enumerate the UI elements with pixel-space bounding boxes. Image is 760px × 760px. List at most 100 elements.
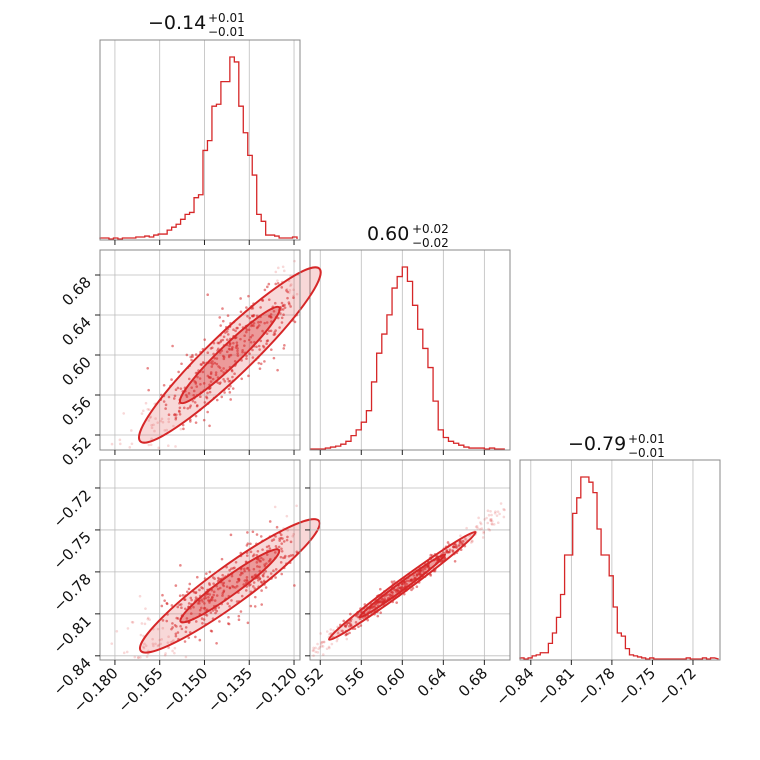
scatter-point (251, 334, 254, 337)
scatter-point (193, 401, 197, 404)
tick-label-col1-3: −0.135 (204, 664, 256, 716)
scatter-point (202, 607, 206, 610)
scatter-point (184, 655, 188, 659)
scatter-point (457, 544, 460, 548)
scatter-point (222, 355, 226, 359)
scatter-point (243, 344, 246, 347)
scatter-point (230, 348, 234, 351)
scatter-point (230, 599, 233, 602)
scatter-point (269, 572, 273, 575)
scatter-point (262, 345, 266, 349)
scatter-point (286, 296, 289, 300)
scatter-point (218, 316, 222, 319)
scatter-point (357, 625, 360, 629)
scatter-point (476, 526, 479, 530)
title-diag-1-minus: −0.01 (208, 25, 245, 39)
scatter-point (328, 632, 331, 636)
scatter-point (241, 348, 244, 352)
scatter-point (272, 309, 276, 313)
scatter-point (207, 595, 210, 599)
scatter-point (489, 519, 492, 522)
scatter-point (223, 391, 226, 394)
scatter-point (253, 574, 257, 577)
tick-label-row3-3: −0.75 (50, 528, 95, 573)
scatter-point (220, 557, 224, 561)
scatter-point (255, 561, 259, 564)
scatter-point (321, 645, 325, 648)
scatter-point (274, 568, 278, 571)
scatter-point (379, 587, 382, 591)
scatter-point (487, 513, 491, 517)
scatter-point (359, 624, 363, 627)
scatter-point (454, 545, 458, 548)
scatter-point (253, 587, 257, 590)
scatter-point (194, 421, 198, 424)
scatter-point (243, 569, 246, 573)
scatter-point (208, 582, 211, 585)
scatter-point (235, 326, 238, 330)
scatter-point (317, 647, 320, 651)
scatter-point (421, 568, 425, 572)
scatter-point (150, 423, 153, 427)
scatter-point (249, 550, 253, 554)
scatter-point (486, 509, 490, 513)
scatter-point (179, 387, 183, 390)
scatter-point (236, 349, 239, 353)
scatter-point (464, 538, 468, 541)
scatter-point (274, 576, 277, 579)
title-diag-1-plus: +0.01 (208, 11, 245, 25)
scatter-point (227, 387, 231, 391)
scatter-point (176, 631, 180, 634)
scatter-point (335, 639, 339, 643)
scatter-point (167, 413, 171, 417)
scatter-point (234, 329, 237, 333)
title-diag-1-value: −0.14 (148, 12, 206, 34)
scatter-point (263, 564, 267, 568)
scatter-point (225, 350, 229, 354)
scatter-point (465, 526, 468, 530)
scatter-point (282, 313, 285, 316)
scatter-point (110, 642, 114, 645)
scatter-point (490, 522, 494, 526)
panel-row2-col1 (99, 249, 322, 451)
scatter-point (292, 532, 295, 536)
scatter-point (276, 368, 279, 372)
scatter-point (490, 520, 494, 523)
scatter-point (184, 393, 188, 397)
scatter-point (196, 375, 199, 379)
scatter-point (312, 646, 315, 650)
scatter-point (122, 651, 126, 655)
scatter-point (263, 360, 266, 363)
scatter-point (469, 541, 473, 544)
scatter-point (184, 607, 187, 611)
hist-diag-1 (99, 56, 298, 240)
scatter-point (237, 614, 241, 618)
scatter-point (201, 361, 205, 364)
scatter-point (209, 371, 213, 374)
scatter-point (283, 306, 287, 309)
scatter-point (251, 348, 254, 352)
scatter-point (245, 328, 249, 332)
scatter-point (245, 357, 248, 360)
scatter-point (174, 634, 178, 638)
scatter-point (192, 393, 196, 397)
scatter-point (150, 426, 154, 430)
scatter-point (485, 516, 488, 520)
scatter-point (490, 523, 494, 526)
scatter-point (214, 371, 218, 374)
tick-label-col2-1: 0.56 (332, 664, 368, 700)
scatter-point (194, 620, 198, 623)
hist-diag-3 (519, 476, 719, 660)
scatter-point (218, 620, 221, 623)
scatter-point (143, 642, 146, 646)
scatter-point (145, 655, 149, 659)
scatter-point (221, 307, 224, 310)
scatter-point (311, 649, 315, 653)
scatter-point (493, 511, 497, 515)
scatter-point (502, 508, 505, 511)
scatter-point (348, 631, 351, 635)
scatter-point (373, 605, 376, 609)
scatter-point (205, 572, 208, 575)
scatter-point (172, 639, 175, 642)
scatter-point (164, 652, 167, 655)
